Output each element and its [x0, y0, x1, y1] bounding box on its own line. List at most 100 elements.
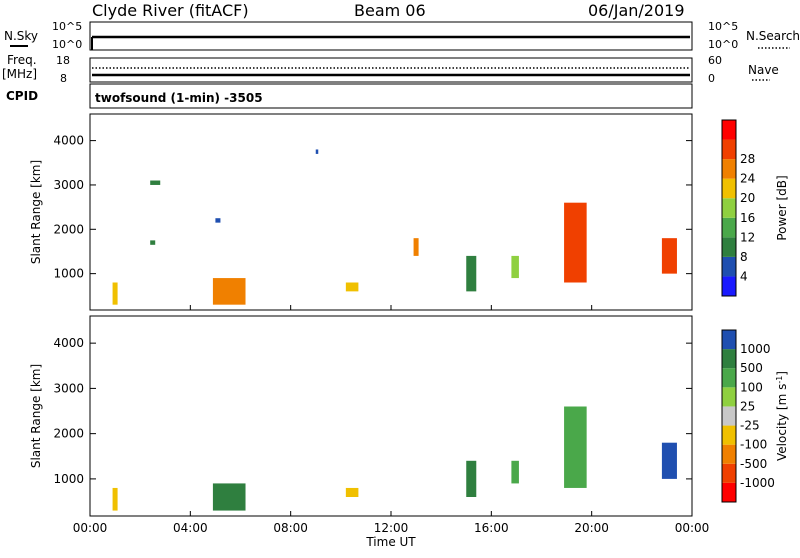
colorbar-swatch [722, 444, 736, 464]
cpid-panel [89, 83, 693, 109]
colorbar-tick-label: 12 [740, 230, 755, 244]
x-tick-label: 12:00 [374, 521, 409, 535]
freq-tick-top: 18 [56, 54, 70, 67]
data-region [466, 255, 477, 292]
data-region [661, 238, 677, 274]
data-region [564, 406, 587, 488]
data-region [212, 278, 246, 305]
data-region [345, 487, 359, 497]
colorbar-tick-label: -1000 [740, 476, 775, 490]
beam-title: Beam 06 [354, 1, 426, 20]
nsearch-label: N.Search [746, 29, 800, 43]
data-region [112, 282, 118, 305]
colorbar-swatch [722, 368, 736, 388]
nsky-label: N.Sky [4, 29, 38, 43]
colorbar-label-sup: -1 [775, 376, 784, 384]
x-tick-label: 08:00 [273, 521, 308, 535]
colorbar-label: Velocity [m s-1] [775, 371, 790, 461]
freq-label: Freq. [7, 53, 37, 67]
colorbar-swatch [722, 482, 736, 502]
data-region [112, 487, 118, 511]
velocity-panel: 00:00 04:00 08:00 12:00 16:00 20:00 00:00 1000 2… [29, 315, 790, 549]
colorbar-tick-label: 25 [740, 399, 755, 413]
colorbar-swatch [722, 198, 736, 218]
colorbar-tick-label: 8 [740, 250, 748, 264]
colorbar-tick-label: 100 [740, 380, 763, 394]
data-region [511, 460, 519, 484]
noise-panel [89, 21, 693, 51]
cpid-text: twofsound (1-min) -3505 [95, 91, 263, 105]
colorbar-swatch [722, 276, 736, 296]
data-region [315, 149, 319, 154]
nave-tick-bottom: 0 [708, 72, 715, 85]
power-panel: 1000 2000 3000 4000 Slant Range [km] 4 8 12 16 20… [29, 113, 789, 311]
data-region [564, 202, 587, 283]
data-region [466, 460, 477, 497]
nave-label: Nave [748, 63, 779, 77]
noise-tick-bottom-right: 10^0 [708, 38, 738, 51]
colorbar-tick-label: 16 [740, 211, 755, 225]
nave-tick-top: 60 [708, 54, 722, 67]
colorbar-label-end: ] [775, 371, 789, 376]
colorbar-swatch [722, 349, 736, 369]
y-tick-label: 3000 [53, 178, 84, 192]
colorbar-swatch [722, 406, 736, 426]
colorbar-swatch [722, 387, 736, 407]
colorbar-label: Power [dB] [775, 175, 789, 240]
freq-tick-bottom: 8 [60, 72, 67, 85]
noise-tick-top-right: 10^5 [708, 20, 738, 33]
colorbar-swatch [722, 139, 736, 160]
y-tick-label: 3000 [53, 381, 84, 395]
y-tick-label: 2000 [53, 427, 84, 441]
colorbar-swatch [722, 159, 736, 179]
x-tick-label: 16:00 [474, 521, 509, 535]
colorbar-tick-label: -500 [740, 457, 767, 471]
x-axis-label: Time UT [365, 535, 416, 549]
x-tick-label: 20:00 [574, 521, 609, 535]
data-region [345, 282, 359, 292]
data-region [413, 238, 419, 256]
y-tick-label: 4000 [53, 336, 84, 350]
data-region [212, 483, 246, 511]
colorbar-swatch [722, 217, 736, 238]
data-region [661, 442, 677, 479]
station-title: Clyde River (fitACF) [92, 1, 249, 20]
data-region [150, 180, 161, 185]
colorbar-tick-label: 24 [740, 172, 755, 186]
colorbar-swatch [722, 463, 736, 483]
cpid-label: CPID [6, 89, 38, 103]
colorbar-swatch [722, 425, 736, 445]
colorbar-tick-label: 4 [740, 269, 748, 283]
colorbar-frame [721, 119, 737, 297]
x-tick-label: 04:00 [173, 521, 208, 535]
y-tick-label: 4000 [53, 134, 84, 148]
colorbar-tick-label: -25 [740, 419, 760, 433]
colorbar-swatch [722, 120, 736, 140]
colorbar-tick-label: -100 [740, 438, 767, 452]
data-region [511, 255, 519, 279]
colorbar-swatch [722, 178, 736, 199]
colorbar-swatch [722, 237, 736, 257]
y-axis-label: Slant Range [km] [29, 364, 43, 468]
colorbar-tick-label: 1000 [740, 342, 771, 356]
y-tick-label: 2000 [53, 222, 84, 236]
plot-frame [89, 113, 693, 311]
y-tick-label: 1000 [53, 472, 84, 486]
colorbar-tick-label: 28 [740, 152, 755, 166]
data-region [150, 240, 156, 245]
y-tick-label: 1000 [53, 267, 84, 281]
colorbar-tick-label: 500 [740, 361, 763, 375]
date-title: 06/Jan/2019 [588, 1, 685, 20]
colorbar-swatch [722, 256, 736, 277]
noise-tick-top-left: 10^5 [52, 20, 82, 33]
colorbar-tick-label: 20 [740, 191, 755, 205]
noise-tick-bottom-left: 10^0 [52, 38, 82, 51]
plot-frame [89, 315, 693, 517]
freq-unit: [MHz] [2, 67, 37, 81]
freq-panel [89, 57, 693, 83]
x-tick-label: 00:00 [73, 521, 108, 535]
y-axis-label: Slant Range [km] [29, 160, 43, 264]
colorbar-frame [721, 329, 737, 503]
data-region [215, 218, 221, 223]
